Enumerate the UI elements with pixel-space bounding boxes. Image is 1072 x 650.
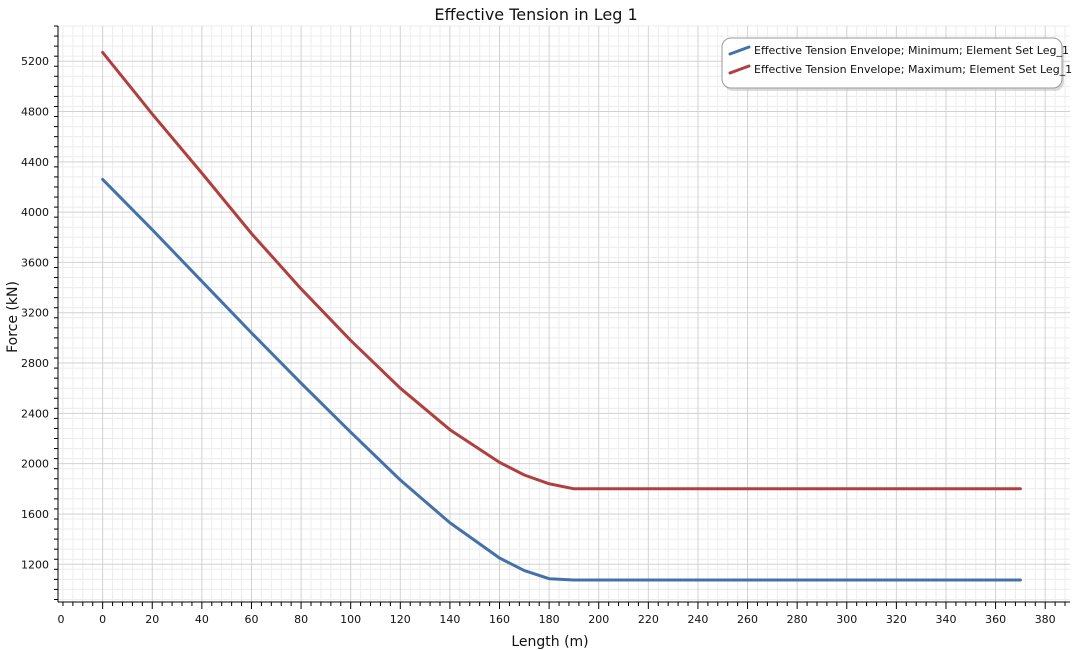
- x-tick-label: 320: [886, 613, 907, 626]
- x-tick-label: 380: [1035, 613, 1056, 626]
- y-tick-label: 1200: [21, 558, 49, 571]
- series-layer: [101, 50, 1022, 582]
- legend-swatch: [728, 45, 751, 56]
- x-tick-label: 260: [737, 613, 758, 626]
- x-tick-label: 40: [195, 613, 209, 626]
- major-gridlines: [58, 26, 1070, 602]
- axes: [57, 26, 1070, 603]
- x-tick-label: 100: [340, 613, 361, 626]
- x-tick-label: 360: [985, 613, 1006, 626]
- legend-box: [721, 37, 1063, 89]
- y-axis-label: Force (kN): [5, 281, 21, 353]
- y-tick-label: 2800: [21, 357, 49, 370]
- y-tick-label: 4400: [21, 156, 49, 169]
- series-line-maximum[interactable]: [101, 50, 1022, 491]
- y-tick-label: 5200: [21, 55, 49, 68]
- y-tick-label: 3200: [21, 307, 49, 320]
- x-tick-label: 20: [145, 613, 159, 626]
- tick-labels: 0 20 40 60 80 100 120 140 160 180 200 220 240 260 280 3…: [21, 55, 1056, 626]
- x-tick-label: 180: [539, 613, 560, 626]
- y-tick-label: 4800: [21, 106, 49, 119]
- x-axis-label: Length (m): [511, 634, 588, 650]
- x-tick-label: 280: [787, 613, 808, 626]
- legend-entry: Effective Tension Envelope; Minimum; Ele…: [754, 44, 1069, 57]
- minor-gridlines: [58, 25, 1070, 602]
- x-tick-label: 300: [836, 613, 857, 626]
- series-line-minimum[interactable]: [101, 177, 1022, 582]
- legend[interactable]: Effective Tension Envelope; Minimum; Ele…: [721, 37, 1072, 91]
- y-tick-label: 4000: [21, 206, 49, 219]
- x-tick-label: 220: [638, 613, 659, 626]
- x-tick-label: 160: [489, 613, 510, 626]
- y-tick-label: 2000: [21, 458, 49, 471]
- legend-swatch: [728, 64, 751, 75]
- x-tick-label: 120: [390, 613, 411, 626]
- legend-entry: Effective Tension Envelope; Maximum; Ele…: [754, 63, 1072, 76]
- y-tick-label: 3600: [21, 256, 49, 269]
- x-tick-label: 340: [935, 613, 956, 626]
- x-tick-label: 240: [687, 613, 708, 626]
- x-tick-label: 200: [588, 613, 609, 626]
- x-tick-label: 60: [244, 613, 258, 626]
- x-tick-label: 80: [294, 613, 308, 626]
- y-tick-label: 1600: [21, 508, 49, 521]
- chart-title: Effective Tension in Leg 1: [434, 5, 637, 24]
- axis-ticks: [54, 25, 1066, 609]
- y-tick-label: 2400: [21, 407, 49, 420]
- x-tick-label: 0: [99, 613, 106, 626]
- x-tick-label: 140: [439, 613, 460, 626]
- x-tick-label-edge: 0: [58, 613, 65, 626]
